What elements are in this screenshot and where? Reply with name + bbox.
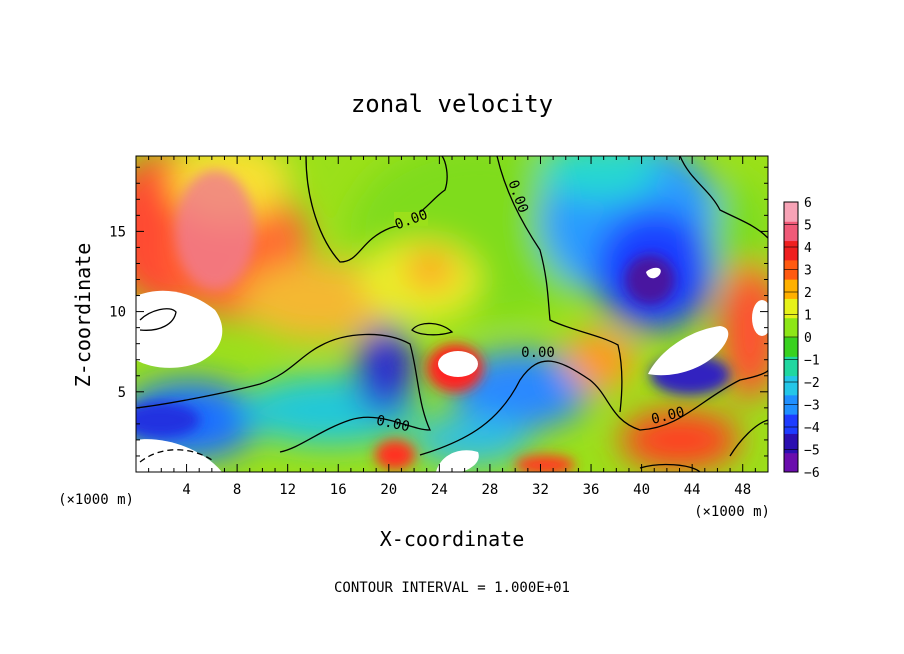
contour-label: 0.00	[521, 345, 555, 361]
colorbar-label: 5	[804, 219, 812, 234]
x-tick-label: 8	[233, 482, 241, 498]
colorbar-swatch	[784, 317, 798, 338]
colorbar-label: 3	[804, 264, 812, 279]
colorbar-swatch	[784, 221, 798, 242]
colorbar-swatch	[784, 337, 798, 357]
colorbar-swatch	[784, 414, 798, 434]
colorbar-label: −1	[804, 354, 820, 369]
z-unit-label: (×1000 m)	[694, 504, 770, 520]
colorbar-swatch	[784, 279, 798, 299]
x-axis-title: X-coordinate	[380, 527, 525, 551]
colorbar-label: 1	[804, 309, 812, 324]
colorbar-label: −6	[804, 466, 820, 481]
colorbar-swatch	[784, 433, 798, 454]
colorbar-swatch	[784, 298, 798, 319]
x-tick-label: 12	[279, 482, 296, 498]
x-tick-label: 4	[182, 482, 190, 498]
colorbar-swatch	[784, 356, 798, 377]
x-tick-label: 16	[330, 482, 347, 498]
x-tick-label: 40	[633, 482, 650, 498]
colorbar-label: 0	[804, 331, 812, 346]
colorbar-label: 4	[804, 241, 812, 256]
chart-title: zonal velocity	[351, 90, 553, 118]
colorbar-swatch	[784, 452, 798, 473]
y-axis-title: Z-coordinate	[71, 243, 95, 388]
contour-label: 0.00	[650, 404, 687, 428]
colorbar-swatch	[784, 240, 798, 261]
y-tick-label: 15	[109, 224, 126, 240]
x-tick-label: 20	[380, 482, 397, 498]
y-tick-label: 5	[118, 385, 126, 401]
x-tick-label: 36	[583, 482, 600, 498]
colorbar-swatch	[784, 202, 798, 222]
x-tick-label: 48	[734, 482, 751, 498]
x-unit-label: (×1000 m)	[58, 492, 134, 508]
x-tick-label: 32	[532, 482, 549, 498]
colorbar-swatch	[784, 375, 798, 396]
x-tick-label: 28	[481, 482, 498, 498]
colorbar-label: 2	[804, 286, 812, 301]
colorbar-label: −2	[804, 376, 820, 391]
colorbar-label: −5	[804, 444, 820, 459]
colorbar-label: −4	[804, 421, 820, 436]
x-tick-label: 44	[684, 482, 701, 498]
x-tick-label: 24	[431, 482, 448, 498]
colorbar-label: 6	[804, 196, 812, 211]
colorbar: 6 5 4 3 2 1 0 −1 −2 −3 −4 −5 −6	[783, 196, 820, 481]
y-tick-label: 10	[109, 305, 126, 321]
contour-label: 0.00	[375, 413, 411, 436]
colorbar-label: −3	[804, 399, 820, 414]
contour-interval-text: CONTOUR INTERVAL = 1.000E+01	[334, 580, 570, 596]
heatmap-field: 0.00 0.00 0.00 0.00 0.00	[136, 156, 768, 472]
